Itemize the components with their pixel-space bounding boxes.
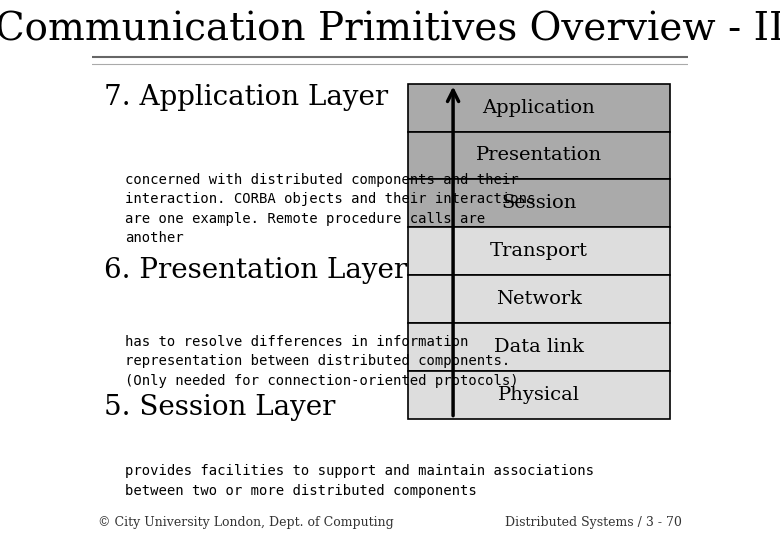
Text: Data link: Data link (494, 338, 583, 356)
Bar (408, 323, 670, 370)
Text: Application: Application (482, 99, 595, 117)
Text: 7. Application Layer: 7. Application Layer (105, 84, 388, 111)
Text: has to resolve differences in information
representation between distributed com: has to resolve differences in informatio… (125, 335, 519, 388)
Text: concerned with distributed components and their
interaction. CORBA objects and t: concerned with distributed components an… (125, 173, 536, 245)
Text: © City University London, Dept. of Computing: © City University London, Dept. of Compu… (98, 516, 394, 529)
Bar (408, 370, 670, 419)
Bar (408, 132, 670, 179)
Text: Physical: Physical (498, 386, 580, 403)
Text: Session: Session (501, 194, 576, 212)
Text: 5. Session Layer: 5. Session Layer (105, 394, 335, 421)
Bar (408, 275, 670, 323)
Text: Transport: Transport (490, 242, 588, 260)
Text: provides facilities to support and maintain associations
between two or more dis: provides facilities to support and maint… (125, 464, 594, 498)
Text: 6. Presentation Layer: 6. Presentation Layer (105, 256, 407, 284)
Bar (408, 84, 670, 132)
Bar (408, 227, 670, 275)
Text: Distributed Systems / 3 - 70: Distributed Systems / 3 - 70 (505, 516, 682, 529)
Text: Presentation: Presentation (476, 146, 602, 165)
Text: Communication Primitives Overview - II: Communication Primitives Overview - II (0, 11, 780, 48)
Bar (408, 179, 670, 227)
Text: Network: Network (496, 290, 582, 308)
